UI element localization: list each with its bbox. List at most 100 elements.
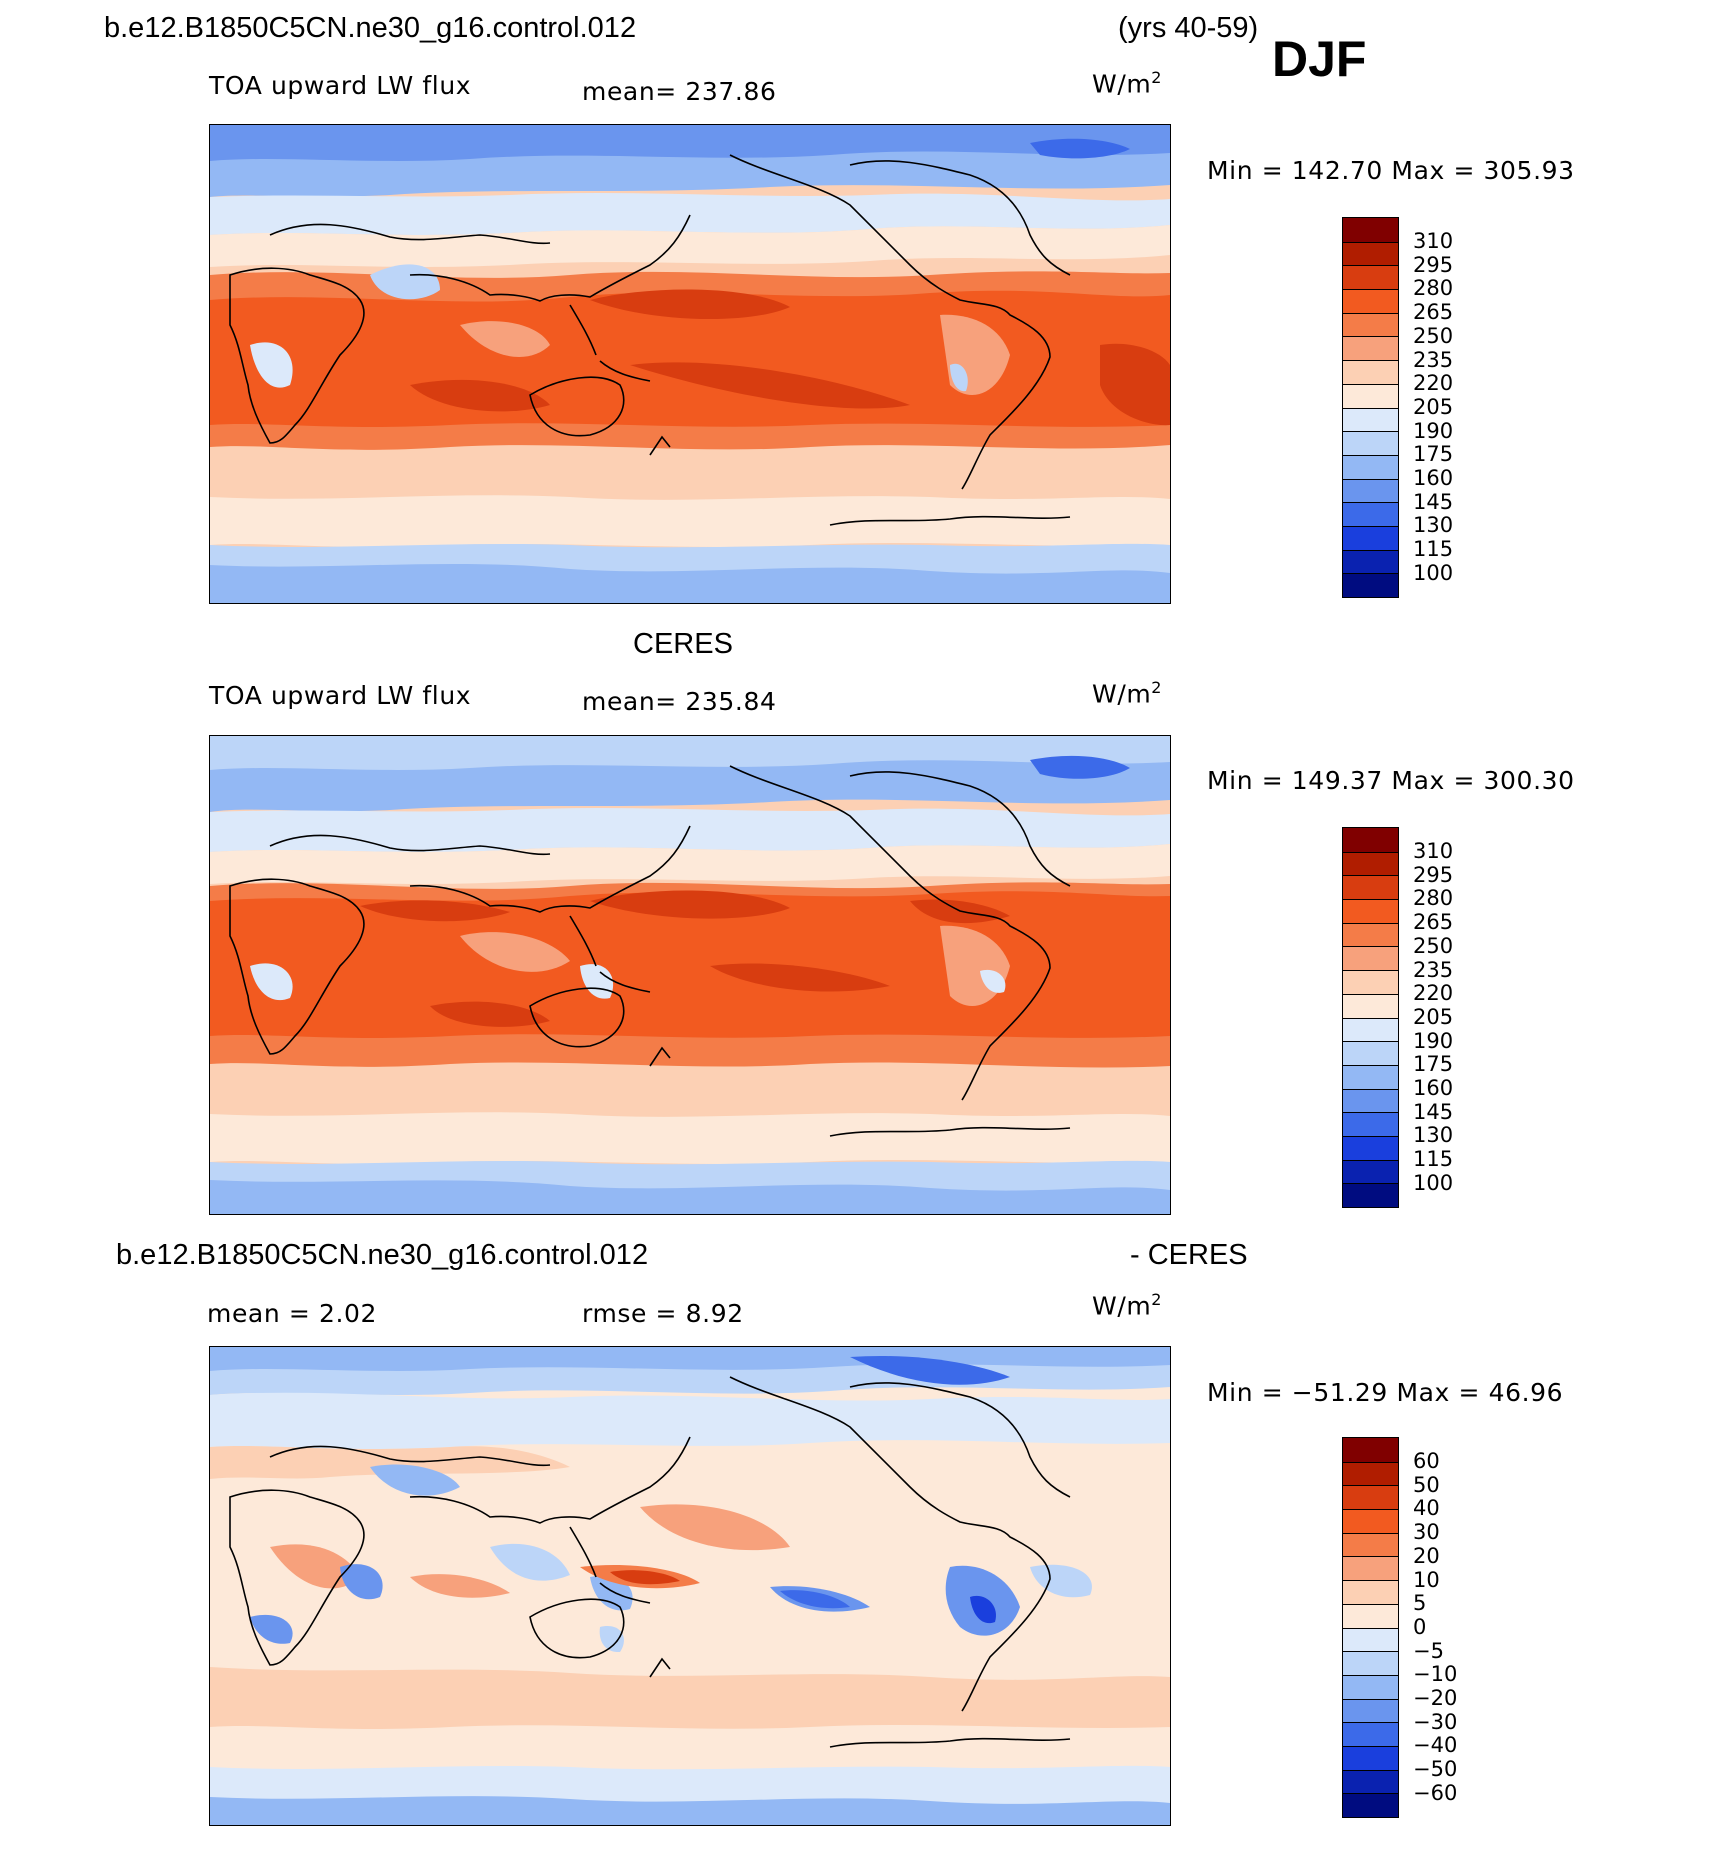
tick-label: 40 bbox=[1413, 1496, 1440, 1521]
tick-label: 250 bbox=[1413, 323, 1454, 348]
swatch bbox=[1343, 851, 1398, 876]
swatch bbox=[1343, 1135, 1398, 1160]
panel3-units: W/m2 bbox=[1092, 1290, 1163, 1321]
tick-label: 50 bbox=[1413, 1472, 1440, 1497]
tick-label: 220 bbox=[1413, 371, 1454, 396]
swatch bbox=[1343, 1793, 1398, 1817]
swatch bbox=[1343, 431, 1398, 455]
panel1-units: W/m2 bbox=[1092, 68, 1163, 99]
panel3-minmax: Min = −51.29 Max = 46.96 bbox=[1207, 1378, 1564, 1407]
swatch bbox=[1343, 1722, 1398, 1746]
swatch bbox=[1343, 478, 1398, 503]
swatch bbox=[1343, 1088, 1398, 1113]
season-label: DJF bbox=[1272, 31, 1367, 87]
swatch bbox=[1343, 1532, 1398, 1557]
swatch bbox=[1343, 899, 1398, 923]
tick-label: 130 bbox=[1413, 513, 1454, 538]
tick-label: −20 bbox=[1413, 1686, 1458, 1710]
tick-label: 190 bbox=[1413, 1028, 1454, 1053]
tick-label: 10 bbox=[1413, 1567, 1440, 1592]
swatch bbox=[1343, 218, 1398, 242]
years-label: (yrs 40-59) bbox=[1118, 12, 1259, 44]
tick-label: 100 bbox=[1413, 560, 1454, 585]
case-title: b.e12.B1850C5CN.ne30_g16.control.012 bbox=[104, 12, 637, 44]
panel2-title: CERES bbox=[633, 628, 733, 660]
swatch bbox=[1343, 549, 1398, 574]
tick-label: 175 bbox=[1413, 442, 1454, 467]
swatch bbox=[1343, 312, 1398, 337]
swatch bbox=[1343, 1556, 1398, 1581]
panel3-title-right: - CERES bbox=[1130, 1239, 1248, 1271]
tick-label: 250 bbox=[1413, 933, 1454, 958]
tick-label: 190 bbox=[1413, 418, 1454, 443]
tick-label: −50 bbox=[1413, 1757, 1458, 1782]
swatch bbox=[1343, 1461, 1398, 1486]
panel1-variable: TOA upward LW flux bbox=[209, 71, 472, 100]
tick-label: 145 bbox=[1413, 489, 1454, 514]
panel2-mean: mean= 235.84 bbox=[582, 687, 777, 716]
tick-label: 280 bbox=[1413, 276, 1454, 301]
swatch bbox=[1343, 1159, 1398, 1184]
swatch bbox=[1343, 1183, 1398, 1207]
swatch bbox=[1343, 922, 1398, 947]
panel2-minmax: Min = 149.37 Max = 300.30 bbox=[1207, 766, 1575, 795]
panel3-map bbox=[209, 1346, 1171, 1826]
swatch bbox=[1343, 993, 1398, 1018]
swatch bbox=[1343, 1017, 1398, 1042]
swatch bbox=[1343, 336, 1398, 361]
panel2-units: W/m2 bbox=[1092, 678, 1163, 709]
tick-label: −60 bbox=[1413, 1780, 1458, 1805]
tick-label: 205 bbox=[1413, 394, 1454, 419]
swatch bbox=[1343, 525, 1398, 550]
tick-label: 235 bbox=[1413, 347, 1454, 372]
swatch bbox=[1343, 1769, 1398, 1794]
tick-label: 310 bbox=[1413, 839, 1454, 863]
swatch bbox=[1343, 1509, 1398, 1533]
tick-label: 220 bbox=[1413, 981, 1454, 1006]
panel3-mean: mean = 2.02 bbox=[207, 1299, 378, 1328]
swatch bbox=[1343, 1438, 1398, 1462]
panel2-colorbar bbox=[1342, 827, 1399, 1208]
tick-label: 30 bbox=[1413, 1520, 1440, 1545]
swatch bbox=[1343, 970, 1398, 994]
swatch bbox=[1343, 454, 1398, 479]
swatch bbox=[1343, 1112, 1398, 1136]
swatch bbox=[1343, 1674, 1398, 1699]
swatch bbox=[1343, 875, 1398, 900]
swatch bbox=[1343, 407, 1398, 432]
tick-label: 160 bbox=[1413, 466, 1454, 490]
swatch bbox=[1343, 828, 1398, 852]
swatch bbox=[1343, 1064, 1398, 1089]
swatch bbox=[1343, 1485, 1398, 1510]
tick-label: −40 bbox=[1413, 1733, 1458, 1758]
tick-label: 310 bbox=[1413, 229, 1454, 253]
tick-label: 145 bbox=[1413, 1099, 1454, 1124]
swatch bbox=[1343, 1580, 1398, 1604]
panel2-variable: TOA upward LW flux bbox=[209, 681, 472, 710]
swatch bbox=[1343, 289, 1398, 313]
tick-label: 60 bbox=[1413, 1449, 1440, 1473]
swatch bbox=[1343, 573, 1398, 597]
tick-label: 160 bbox=[1413, 1076, 1454, 1100]
swatch bbox=[1343, 1041, 1398, 1065]
swatch bbox=[1343, 946, 1398, 971]
tick-label: 295 bbox=[1413, 862, 1454, 887]
panel1-colorbar bbox=[1342, 217, 1399, 598]
tick-label: 235 bbox=[1413, 957, 1454, 982]
tick-label: 265 bbox=[1413, 910, 1454, 935]
tick-label: 5 bbox=[1413, 1591, 1427, 1616]
panel3-rmse: rmse = 8.92 bbox=[582, 1299, 744, 1328]
tick-label: 115 bbox=[1413, 537, 1454, 562]
tick-label: 175 bbox=[1413, 1052, 1454, 1077]
tick-label: 205 bbox=[1413, 1004, 1454, 1029]
swatch bbox=[1343, 502, 1398, 526]
swatch bbox=[1343, 1698, 1398, 1723]
panel3-colorbar bbox=[1342, 1437, 1399, 1818]
panel2-map bbox=[209, 735, 1171, 1215]
swatch bbox=[1343, 383, 1398, 408]
swatch bbox=[1343, 1651, 1398, 1675]
panel1-minmax: Min = 142.70 Max = 305.93 bbox=[1207, 156, 1575, 185]
tick-label: 100 bbox=[1413, 1170, 1454, 1195]
tick-label: 265 bbox=[1413, 300, 1454, 325]
swatch bbox=[1343, 265, 1398, 290]
